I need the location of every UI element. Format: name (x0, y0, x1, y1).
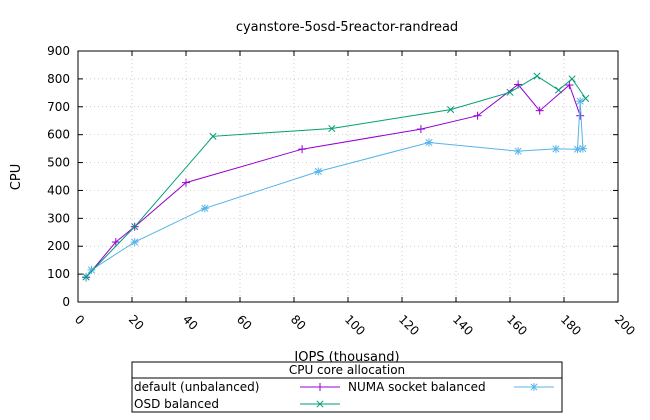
legend-box (131, 361, 563, 413)
y-tick-label: 200 (47, 239, 70, 253)
data-point (87, 265, 96, 274)
data-point (576, 97, 585, 106)
y-tick-label: 900 (47, 44, 70, 58)
data-point (416, 125, 425, 134)
data-point (576, 111, 585, 120)
data-point (111, 238, 120, 247)
legend-label: OSD balanced (134, 397, 219, 411)
data-point (131, 223, 139, 231)
legend: CPU core allocation default (unbalanced)… (131, 361, 563, 413)
legend-items: default (unbalanced) NUMA socket balanced… (134, 380, 554, 411)
legend-label: NUMA socket balanced (348, 380, 486, 394)
data-point (314, 167, 323, 176)
data-point (209, 132, 217, 140)
series-layer (82, 72, 590, 282)
y-tick-label: 600 (47, 128, 70, 142)
data-point (200, 204, 209, 213)
data-point (565, 81, 574, 90)
data-point (533, 72, 541, 80)
data-point (130, 238, 139, 247)
axis-ticks: 0 20 40 60 80 100 120 140 160 180 200 0 100 200 300 400… (47, 44, 638, 338)
data-point (447, 106, 455, 114)
y-tick-label: 400 (47, 183, 70, 197)
x-axis-label: IOPS (thousand) (294, 350, 399, 365)
data-point (555, 86, 563, 94)
chart-title: cyanstore-5osd-5reactor-randread (236, 20, 458, 35)
legend-title: CPU core allocation (289, 363, 405, 377)
x-tick-label: 140 (450, 312, 476, 338)
x-tick-label: 60 (234, 312, 255, 333)
series-default-unbalanced (82, 80, 585, 282)
data-point (506, 88, 514, 96)
data-point (316, 383, 324, 391)
data-point (582, 94, 590, 102)
x-tick-label: 120 (396, 312, 422, 338)
x-tick-label: 40 (180, 312, 201, 333)
x-tick-label: 100 (342, 312, 368, 338)
data-point (82, 273, 90, 281)
x-tick-label: 160 (504, 312, 530, 338)
data-point (316, 400, 324, 408)
series-numa-socket-balanced (82, 97, 587, 281)
data-point (578, 144, 587, 153)
series-line (85, 83, 581, 278)
data-point (551, 144, 560, 153)
legend-label: default (unbalanced) (134, 380, 259, 394)
x-tick-label: 80 (288, 312, 309, 333)
data-point (568, 75, 576, 83)
y-tick-label: 800 (47, 72, 70, 86)
x-tick-label: 180 (558, 312, 584, 338)
data-point (535, 106, 544, 115)
x-tick-label: 0 (72, 312, 87, 327)
grid (78, 51, 618, 302)
data-point (328, 124, 336, 133)
y-tick-label: 100 (47, 267, 70, 281)
x-tick-label: 200 (612, 312, 638, 338)
data-point (298, 145, 307, 154)
y-tick-label: 500 (47, 156, 70, 170)
y-tick-label: 0 (62, 295, 70, 309)
data-point (182, 178, 190, 187)
data-point (425, 138, 433, 147)
data-point (473, 111, 482, 120)
y-tick-label: 700 (47, 100, 70, 114)
plot-frame (77, 50, 619, 303)
data-point (530, 383, 538, 391)
x-tick-label: 20 (126, 312, 147, 333)
series-line (85, 101, 584, 278)
y-tick-label: 300 (47, 211, 70, 225)
data-point (514, 147, 523, 156)
y-axis-label: CPU (9, 164, 24, 190)
series-line (85, 75, 587, 278)
series-osd-balanced (82, 72, 590, 281)
